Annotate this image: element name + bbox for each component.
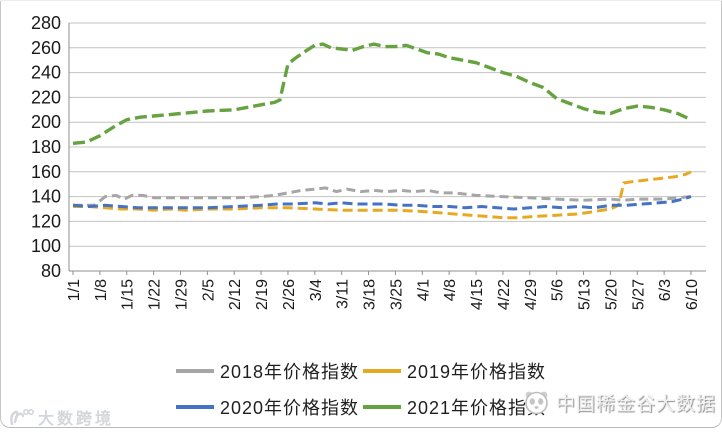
legend-label-2018: 2018年价格指数 (219, 362, 359, 382)
x-axis-label: 5/13 (577, 279, 594, 310)
x-axis-label: 6/10 (684, 279, 701, 310)
y-axis-label: 80 (41, 261, 61, 281)
y-axis-label: 280 (31, 13, 61, 33)
legend-swatch-2018 (175, 369, 214, 373)
x-axis-label: 3/4 (308, 279, 325, 301)
x-axis-label: 3/11 (335, 279, 352, 309)
y-axis-label: 240 (31, 63, 61, 83)
x-axis-label: 6/3 (657, 279, 674, 301)
legend-label-2019: 2019年价格指数 (407, 362, 547, 382)
x-axis-label: 4/29 (523, 279, 540, 310)
x-axis-label: 4/15 (469, 279, 486, 310)
legend-swatch-2020 (175, 405, 214, 409)
watermark-bottom-left-text: 大数跨境 (38, 411, 115, 428)
x-axis-label: 5/6 (550, 279, 567, 301)
legend-row-2: 2020年价格指数 2021年价格指数 (1, 394, 721, 420)
x-axis-label: 1/15 (120, 279, 137, 310)
y-axis-label: 120 (31, 211, 61, 231)
legend-label-2020: 2020年价格指数 (219, 398, 359, 418)
x-axis-label: 4/1 (415, 279, 432, 301)
x-axis-label: 2/5 (200, 279, 217, 301)
y-axis-label: 200 (31, 112, 61, 132)
x-axis-label: 3/25 (388, 279, 405, 310)
x-axis-label: 1/1 (66, 279, 83, 301)
watermark-bottom-left: 大数跨境 (8, 405, 114, 429)
x-axis-label: 1/22 (147, 279, 164, 310)
legend-row-1: 2018年价格指数 2019年价格指数 (1, 358, 721, 384)
y-axis-label: 260 (31, 38, 61, 58)
legend-item-2020: 2020年价格指数 (175, 394, 359, 420)
crossborder-bigdata-logo-icon (10, 408, 34, 426)
series-line-2018 (73, 186, 692, 207)
x-axis-label: 1/8 (93, 279, 110, 301)
legend-swatch-2019 (363, 369, 401, 373)
legend-label-2021: 2021年价格指数 (407, 398, 547, 418)
series-line-2019 (73, 170, 692, 220)
legend-item-2018: 2018年价格指数 (175, 358, 359, 384)
legend-swatch-2021 (363, 405, 401, 409)
x-axis-label: 5/20 (603, 279, 620, 310)
y-axis-label: 100 (31, 236, 61, 256)
panda-logo-icon (525, 391, 548, 414)
x-axis-label: 2/12 (227, 279, 244, 310)
x-axis-label: 5/27 (630, 279, 647, 310)
x-axis-label: 2/26 (281, 279, 298, 310)
y-axis-label: 180 (31, 137, 61, 157)
legend-item-2019: 2019年价格指数 (363, 358, 546, 384)
watermark-bottom-right: 中国稀金谷大数据 (523, 387, 716, 417)
x-axis-label: 2/19 (254, 279, 271, 310)
x-axis-label: 4/22 (496, 279, 513, 310)
price-index-line-chart: 80 100 120 140 160 180 200 220 240 260 280 1/1 1/8 1/… (31, 13, 706, 310)
series-line-2020 (72, 195, 692, 211)
watermark-bottom-right-text: 中国稀金谷大数据 (555, 393, 716, 415)
y-axis-label: 140 (31, 187, 61, 207)
series-line-2021 (72, 42, 692, 145)
y-axis-label: 220 (31, 87, 61, 107)
legend-item-2021: 2021年价格指数 (363, 394, 546, 420)
x-axis-label: 1/29 (173, 279, 190, 310)
x-axis-label: 3/18 (362, 279, 379, 310)
y-axis-label: 160 (31, 162, 61, 182)
x-axis-label: 4/8 (442, 279, 459, 301)
